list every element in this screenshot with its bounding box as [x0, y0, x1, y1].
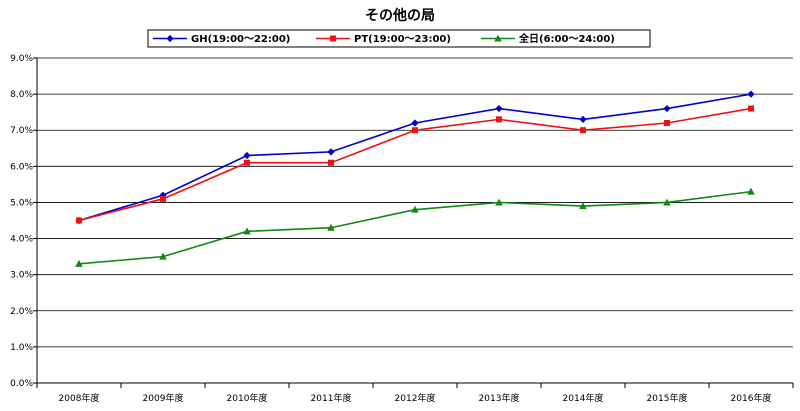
- legend-marker: [166, 34, 174, 43]
- data-point: [243, 227, 251, 235]
- legend-label: GH(19:00～22:00): [191, 34, 290, 45]
- data-point: [747, 187, 755, 195]
- legend-marker: [330, 35, 336, 42]
- legend-label: 全日(6:00～24:00): [518, 32, 615, 45]
- legend-entry-3: 全日(6:00～24:00): [481, 32, 615, 45]
- series-2: [76, 105, 754, 224]
- chart-title: その他の局: [365, 7, 435, 24]
- data-point: [412, 127, 418, 134]
- x-tick-label: 2010年度: [227, 392, 268, 404]
- data-point: [327, 148, 335, 156]
- legend-label: PT(19:00～23:00): [354, 34, 451, 45]
- series-layer: [75, 90, 755, 267]
- legend-marker: [494, 34, 502, 42]
- series-1: [75, 90, 755, 225]
- data-point: [75, 260, 83, 267]
- x-tick-label: 2016年度: [731, 392, 772, 404]
- data-point: [663, 198, 671, 206]
- data-point: [328, 159, 334, 166]
- axes: [33, 57, 794, 388]
- data-point: [76, 217, 82, 224]
- y-tick-label: 1.0%: [10, 343, 33, 353]
- x-tick-label: 2013年度: [479, 392, 520, 404]
- data-point: [159, 252, 167, 260]
- x-tick-label: 2014年度: [563, 392, 604, 404]
- y-tick-label: 3.0%: [10, 271, 33, 281]
- data-point: [580, 127, 586, 134]
- x-tick-label: 2015年度: [647, 392, 688, 404]
- legend: GH(19:00～22:00) PT(19:00～23:00) 全日(6:00～24…: [147, 29, 651, 48]
- data-point: [327, 223, 335, 231]
- series-3: [75, 187, 755, 267]
- series-line: [78, 93, 752, 222]
- data-point: [663, 104, 671, 113]
- data-point: [579, 115, 587, 123]
- data-point: [496, 116, 502, 123]
- data-point: [160, 195, 166, 202]
- legend-entry-1: GH(19:00～22:00): [153, 34, 290, 45]
- legend-box: [147, 29, 651, 48]
- x-axis-labels: 2008年度 2009年度 2010年度 2011年度 2012年度 2013年度 2014…: [59, 392, 772, 404]
- data-point: [411, 119, 419, 127]
- y-tick-label: 4.0%: [10, 235, 33, 245]
- y-tick-label: 0.0%: [10, 379, 33, 389]
- data-point: [747, 90, 755, 98]
- data-point: [244, 159, 250, 166]
- data-point: [495, 198, 503, 206]
- y-tick-label: 7.0%: [10, 126, 33, 136]
- data-point: [748, 105, 754, 112]
- y-tick-label: 9.0%: [10, 54, 33, 64]
- data-point: [664, 120, 670, 126]
- x-tick-label: 2009年度: [143, 392, 184, 404]
- y-tick-label: 6.0%: [10, 162, 33, 172]
- legend-entry-2: PT(19:00～23:00): [316, 34, 451, 45]
- y-tick-label: 2.0%: [10, 307, 33, 317]
- data-point: [579, 202, 587, 210]
- data-point: [495, 104, 503, 113]
- grid: [37, 57, 793, 348]
- data-point: [243, 151, 251, 160]
- y-axis-labels: 0.0% 1.0% 2.0% 3.0% 4.0% 5.0% 6.0% 7.0% 8.0% 9.0%: [10, 54, 33, 389]
- data-point: [411, 205, 419, 213]
- x-tick-label: 2012年度: [395, 392, 436, 404]
- y-tick-label: 5.0%: [10, 198, 33, 208]
- x-tick-label: 2008年度: [59, 392, 100, 404]
- y-tick-label: 8.0%: [10, 90, 33, 100]
- x-tick-label: 2011年度: [311, 392, 352, 404]
